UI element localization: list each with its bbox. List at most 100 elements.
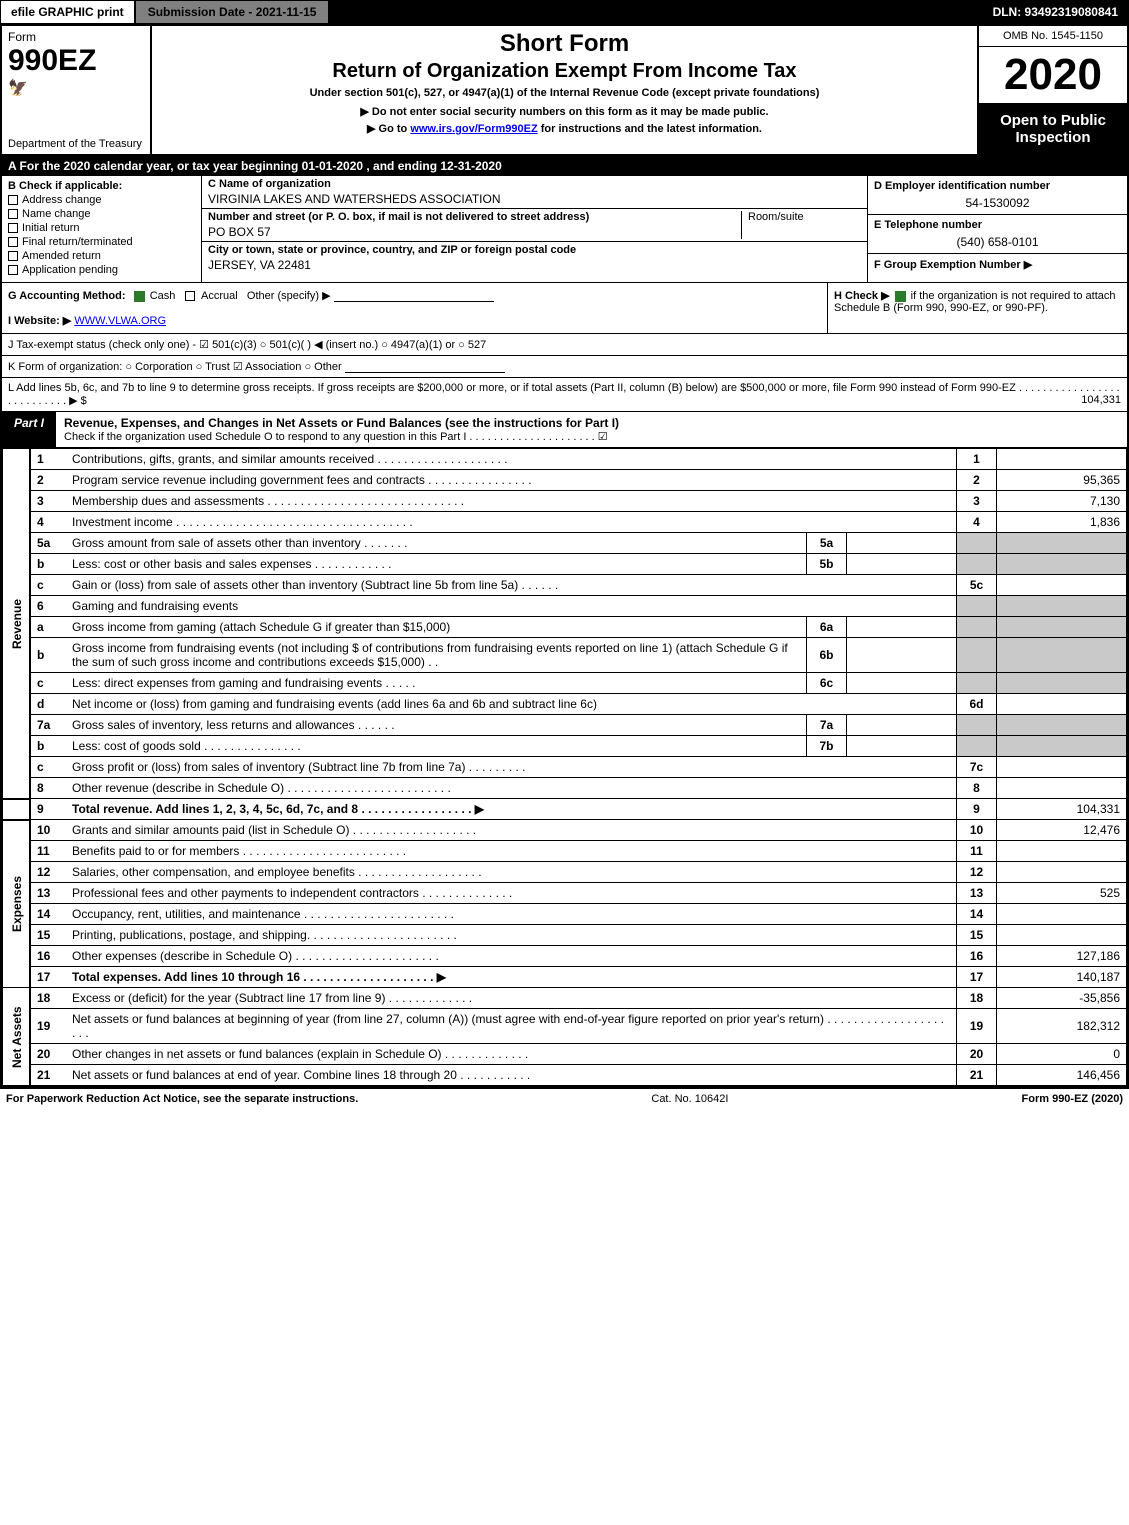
line-6-num: 6 xyxy=(30,596,66,617)
line-5b-ref-shade xyxy=(957,554,997,575)
room-suite-label: Room/suite xyxy=(741,211,861,239)
line-3-ref: 3 xyxy=(957,491,997,512)
top-bar: efile GRAPHIC print Submission Date - 20… xyxy=(0,0,1129,24)
line-19-desc: Net assets or fund balances at beginning… xyxy=(66,1009,957,1044)
line-7b-sub: 7b xyxy=(807,736,847,757)
chk-accrual-icon xyxy=(185,291,195,301)
website-link[interactable]: WWW.VLWA.ORG xyxy=(74,315,166,327)
line-6-amt-shade xyxy=(997,596,1127,617)
line-6d-amt xyxy=(997,694,1127,715)
footer-cat-no: Cat. No. 10642I xyxy=(358,1093,1021,1105)
line-7a-desc: Gross sales of inventory, less returns a… xyxy=(66,715,807,736)
header-center: Short Form Return of Organization Exempt… xyxy=(152,26,977,154)
line-19-num: 19 xyxy=(30,1009,66,1044)
line-1-num: 1 xyxy=(30,449,66,470)
line-4-desc: Investment income . . . . . . . . . . . … xyxy=(66,512,957,533)
section-c: C Name of organization VIRGINIA LAKES AN… xyxy=(202,176,867,282)
line-16-desc: Other expenses (describe in Schedule O) … xyxy=(66,946,957,967)
line-6c-num: c xyxy=(30,673,66,694)
line-5c-num: c xyxy=(30,575,66,596)
line-16-ref: 16 xyxy=(957,946,997,967)
line-5b-desc: Less: cost or other basis and sales expe… xyxy=(66,554,807,575)
line-13-num: 13 xyxy=(30,883,66,904)
addr-label: Number and street (or P. O. box, if mail… xyxy=(208,211,741,223)
line-6d-desc: Net income or (loss) from gaming and fun… xyxy=(66,694,957,715)
line-6a-sub: 6a xyxy=(807,617,847,638)
row-l-text: L Add lines 5b, 6c, and 7b to line 9 to … xyxy=(8,382,1120,407)
line-1-desc: Contributions, gifts, grants, and simila… xyxy=(66,449,957,470)
line-4-amt: 1,836 xyxy=(997,512,1127,533)
line-16-amt: 127,186 xyxy=(997,946,1127,967)
chk-final-return[interactable]: Final return/terminated xyxy=(8,236,195,248)
treasury-seal-icon: 🦅 xyxy=(8,78,144,98)
title-short-form: Short Form xyxy=(160,30,969,58)
line-10-ref: 10 xyxy=(957,820,997,841)
g-other: Other (specify) ▶ xyxy=(247,290,331,302)
header-left: Form 990EZ 🦅 Department of the Treasury xyxy=(2,26,152,154)
efile-print-button[interactable]: efile GRAPHIC print xyxy=(1,1,136,23)
line-20-ref: 20 xyxy=(957,1044,997,1065)
header-right: OMB No. 1545-1150 2020 Open to Public In… xyxy=(977,26,1127,154)
goto-link-line: ▶ Go to www.irs.gov/Form990EZ for instru… xyxy=(160,122,969,135)
line-7a-amt-shade xyxy=(997,715,1127,736)
line-10-desc: Grants and similar amounts paid (list in… xyxy=(66,820,957,841)
page-footer: For Paperwork Reduction Act Notice, see … xyxy=(0,1088,1129,1109)
line-15-ref: 15 xyxy=(957,925,997,946)
line-11-ref: 11 xyxy=(957,841,997,862)
chk-initial-return[interactable]: Initial return xyxy=(8,222,195,234)
subtitle: Under section 501(c), 527, or 4947(a)(1)… xyxy=(160,87,969,99)
line-5a-sub: 5a xyxy=(807,533,847,554)
chk-h-icon xyxy=(895,291,906,302)
section-b: B Check if applicable: Address change Na… xyxy=(2,176,202,282)
line-12-desc: Salaries, other compensation, and employ… xyxy=(66,862,957,883)
row-gh: G Accounting Method: Cash Accrual Other … xyxy=(2,283,1127,334)
line-20-num: 20 xyxy=(30,1044,66,1065)
row-l: L Add lines 5b, 6c, and 7b to line 9 to … xyxy=(2,378,1127,412)
line-3-desc: Membership dues and assessments . . . . … xyxy=(66,491,957,512)
part-i-tab: Part I xyxy=(2,412,56,447)
line-11-desc: Benefits paid to or for members . . . . … xyxy=(66,841,957,862)
line-7b-ref-shade xyxy=(957,736,997,757)
line-20-amt: 0 xyxy=(997,1044,1127,1065)
submission-date-button[interactable]: Submission Date - 2021-11-15 xyxy=(136,1,331,23)
line-11-num: 11 xyxy=(30,841,66,862)
line-21-ref: 21 xyxy=(957,1065,997,1086)
line-10-num: 10 xyxy=(30,820,66,841)
chk-amended-return[interactable]: Amended return xyxy=(8,250,195,262)
chk-cash-icon xyxy=(134,291,145,302)
row-k-text: K Form of organization: ○ Corporation ○ … xyxy=(8,361,342,373)
line-5a-ref-shade xyxy=(957,533,997,554)
b-label: B Check if applicable: xyxy=(8,180,195,192)
line-7b-desc: Less: cost of goods sold . . . . . . . .… xyxy=(66,736,807,757)
form-number: 990EZ xyxy=(8,44,144,78)
form-frame: Form 990EZ 🦅 Department of the Treasury … xyxy=(0,24,1129,1088)
line-2-amt: 95,365 xyxy=(997,470,1127,491)
warning-ssn: ▶ Do not enter social security numbers o… xyxy=(160,105,969,118)
chk-name-change[interactable]: Name change xyxy=(8,208,195,220)
lines-table: Revenue 1 Contributions, gifts, grants, … xyxy=(2,448,1127,1086)
line-6a-amt-shade xyxy=(997,617,1127,638)
line-5c-amt xyxy=(997,575,1127,596)
line-6a-num: a xyxy=(30,617,66,638)
irs-link[interactable]: www.irs.gov/Form990EZ xyxy=(410,123,537,135)
line-2-desc: Program service revenue including govern… xyxy=(66,470,957,491)
section-h: H Check ▶ if the organization is not req… xyxy=(827,283,1127,333)
line-6d-ref: 6d xyxy=(957,694,997,715)
dln-label: DLN: 93492319080841 xyxy=(983,1,1128,23)
line-6b-subval xyxy=(847,638,957,673)
line-8-desc: Other revenue (describe in Schedule O) .… xyxy=(66,778,957,799)
line-6d-num: d xyxy=(30,694,66,715)
org-city: JERSEY, VA 22481 xyxy=(208,258,311,272)
chk-application-pending[interactable]: Application pending xyxy=(8,264,195,276)
part-i-title: Revenue, Expenses, and Changes in Net As… xyxy=(64,416,619,430)
line-7a-sub: 7a xyxy=(807,715,847,736)
city-label: City or town, state or province, country… xyxy=(208,244,576,256)
goto-prefix: ▶ Go to xyxy=(367,123,410,135)
line-5a-desc: Gross amount from sale of assets other t… xyxy=(66,533,807,554)
line-19-amt: 182,312 xyxy=(997,1009,1127,1044)
line-17-ref: 17 xyxy=(957,967,997,988)
revenue-side-bottom xyxy=(3,799,31,820)
line-6b-desc: Gross income from fundraising events (no… xyxy=(66,638,807,673)
line-7c-amt xyxy=(997,757,1127,778)
chk-address-change[interactable]: Address change xyxy=(8,194,195,206)
